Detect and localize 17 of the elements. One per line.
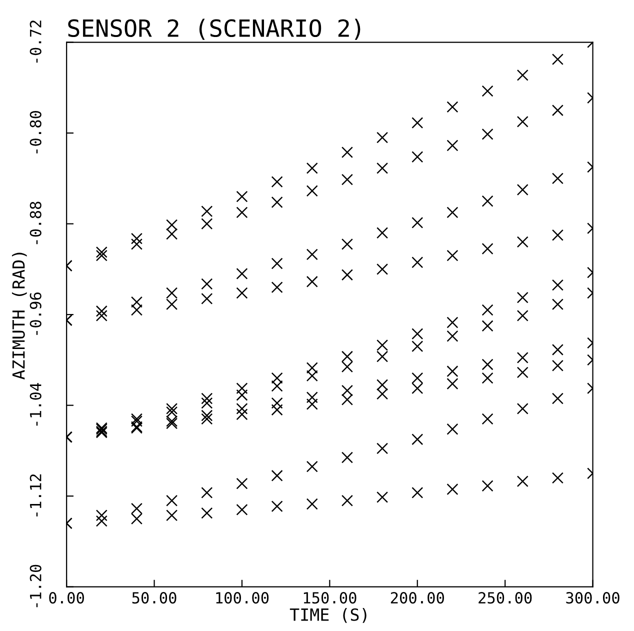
x-tick-label: 250.00 (478, 592, 532, 604)
y-tick-label: -1.04 (30, 383, 42, 426)
x-tick-label: 100.00 (216, 592, 269, 604)
x-tick-label: 0.00 (49, 592, 84, 604)
y-tick-label: -0.72 (30, 20, 42, 63)
y-tick-label: -1.20 (30, 564, 42, 608)
x-axis-title: TIME (S) (290, 608, 366, 623)
y-tick-label: -0.80 (30, 111, 42, 154)
chart-title: SENSOR 2 (SCENARIO 2) (68, 18, 360, 40)
y-tick-label: -1.12 (30, 474, 42, 516)
y-tick-label: -0.88 (30, 202, 42, 244)
x-tick-label: 300.00 (566, 592, 620, 604)
x-tick-label: 200.00 (390, 592, 444, 604)
x-tick-label: 150.00 (304, 592, 356, 604)
y-tick-label: -0.96 (30, 292, 42, 335)
y-axis-title: AZIMUTH (RAD) (12, 252, 27, 380)
x-tick-label: 50.00 (132, 592, 176, 604)
